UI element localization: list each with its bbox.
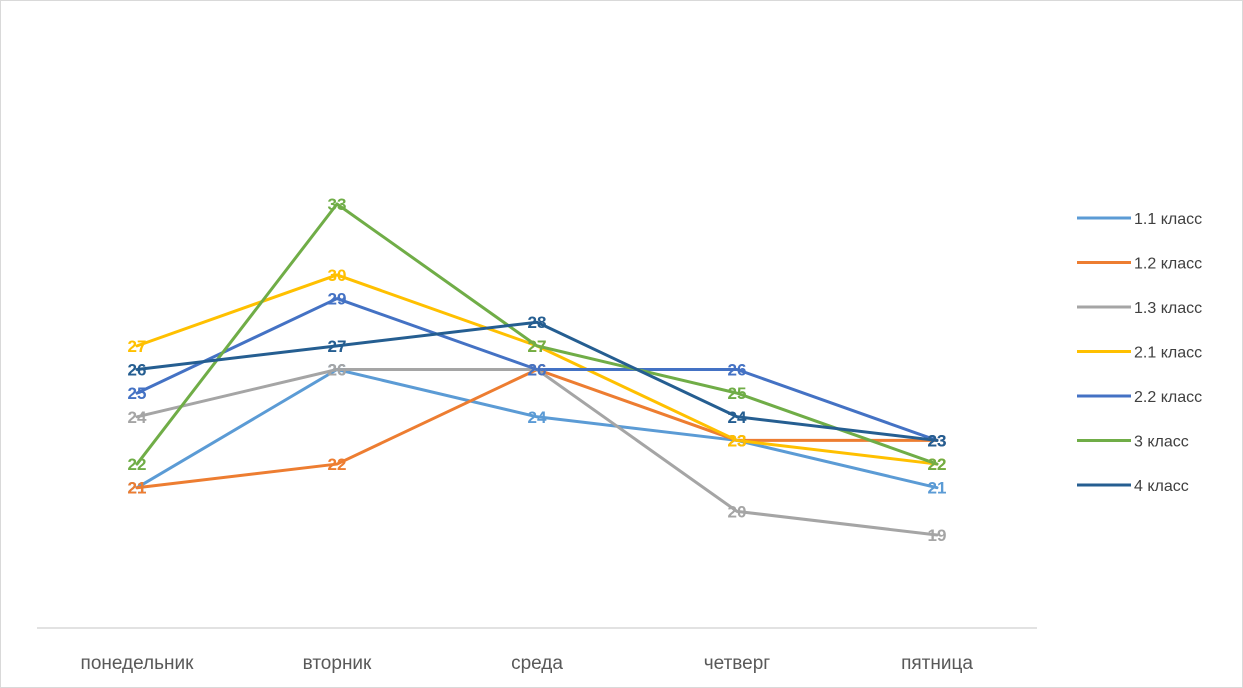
data-label: 26 [128, 361, 147, 380]
x-tick-label: вторник [303, 653, 372, 674]
legend-label: 1.1 класс [1134, 211, 1202, 228]
data-label: 23 [928, 431, 947, 450]
data-label: 22 [928, 455, 947, 474]
data-label: 23 [928, 431, 947, 450]
legend-label: 1.2 класс [1134, 256, 1202, 273]
data-label: 23 [928, 431, 947, 450]
data-label: 23 [728, 431, 747, 450]
data-label: 27 [328, 337, 347, 356]
data-label: 20 [728, 502, 747, 521]
x-tick-label: среда [511, 653, 563, 674]
data-label: 33 [328, 195, 347, 214]
data-label: 23 [728, 431, 747, 450]
data-label: 30 [328, 266, 347, 285]
data-label: 21 [928, 479, 947, 498]
legend-label: 3 класс [1134, 434, 1189, 451]
x-tick-label: четверг [704, 653, 771, 674]
series-line-6 [135, 202, 939, 466]
data-label: 23 [728, 431, 747, 450]
legend-label: 2.1 класс [1134, 345, 1202, 362]
data-label: 27 [528, 337, 547, 356]
data-label: 26 [328, 361, 347, 380]
data-label: 26 [528, 361, 547, 380]
x-tick-label: понедельник [81, 653, 195, 674]
data-label: 22 [328, 455, 347, 474]
series-line-3 [135, 368, 939, 537]
data-label: 26 [328, 361, 347, 380]
data-label: 25 [728, 384, 747, 403]
data-label: 25 [128, 384, 147, 403]
data-label: 19 [928, 526, 947, 545]
series-line-5 [135, 297, 939, 442]
data-label: 24 [528, 408, 547, 427]
series-line-7 [135, 320, 939, 442]
data-label: 21 [128, 479, 147, 498]
series-line-1 [135, 368, 939, 490]
data-label: 26 [528, 361, 547, 380]
legend-label: 2.2 класс [1134, 389, 1202, 406]
data-label: 22 [928, 455, 947, 474]
legend-label: 1.3 класс [1134, 300, 1202, 317]
data-label: 21 [128, 479, 147, 498]
data-label: 22 [128, 455, 147, 474]
data-label: 27 [528, 337, 547, 356]
data-label: 24 [728, 408, 747, 427]
data-label: 27 [128, 337, 147, 356]
data-label: 24 [128, 408, 147, 427]
legend-label: 4 класс [1134, 478, 1189, 495]
x-tick-label: пятница [901, 653, 973, 674]
data-label: 29 [328, 290, 347, 309]
data-label: 28 [528, 313, 547, 332]
data-label: 26 [528, 361, 547, 380]
data-label: 26 [728, 361, 747, 380]
